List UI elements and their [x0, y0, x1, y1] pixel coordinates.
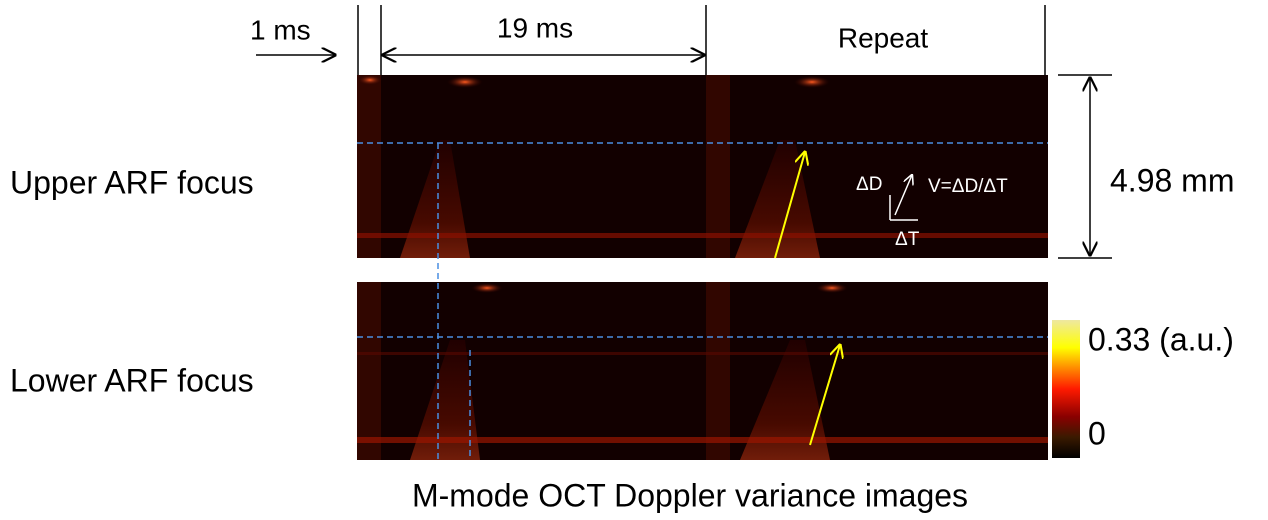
- lower-image: [357, 282, 1048, 460]
- upper-image: [357, 75, 1048, 258]
- panel-label: Upper ARF focus: [10, 164, 254, 200]
- interval-label: 19 ms: [497, 12, 573, 43]
- panel-label: Lower ARF focus: [10, 362, 254, 398]
- velocity-arrow: [809, 345, 840, 446]
- timing: [256, 5, 1046, 75]
- inset-axes: [889, 175, 918, 221]
- guides: [357, 142, 1048, 460]
- colorbar-max: 0.33 (a.u.): [1088, 321, 1234, 357]
- caption: M-mode OCT Doppler variance images: [412, 477, 968, 513]
- inset-velocity: V=ΔD/ΔT: [928, 176, 1008, 197]
- velocity-arrow: [774, 152, 805, 259]
- pre-label: 1 ms: [250, 14, 311, 45]
- depth-scale: [1058, 74, 1112, 259]
- repeat-label: Repeat: [838, 22, 929, 53]
- colorbar: [1052, 320, 1080, 458]
- inset-dt: ΔT: [895, 229, 920, 250]
- depth-label: 4.98 mm: [1110, 162, 1234, 198]
- colorbar-min: 0: [1088, 415, 1106, 451]
- inset-dd: ΔD: [856, 174, 882, 195]
